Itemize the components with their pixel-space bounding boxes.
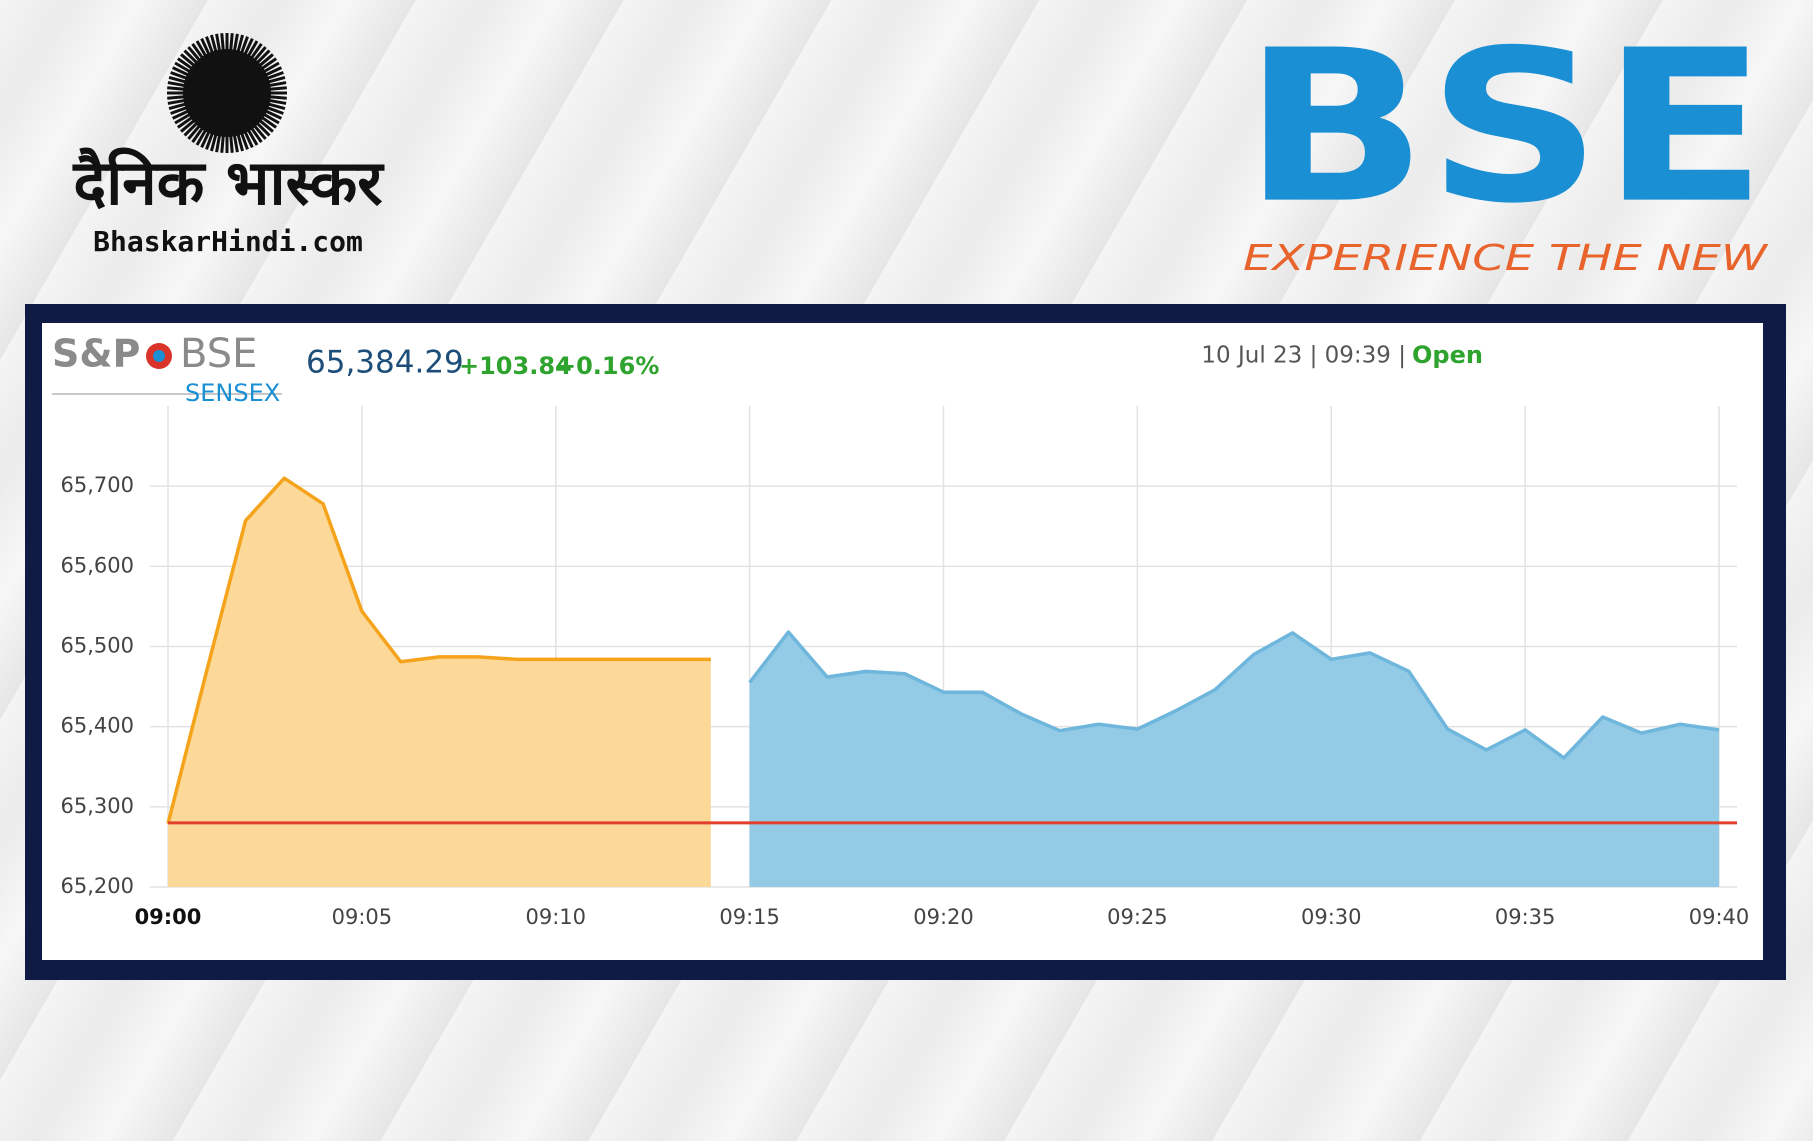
y-tick-label: 65,600	[61, 553, 134, 577]
x-tick-label: 09:00	[135, 905, 202, 929]
exchange: BSE	[180, 331, 257, 377]
change: +103.84	[459, 352, 572, 380]
plot: 65,200 65,300 65,400 65,500 65,600 65,700 09:0…	[61, 406, 1750, 929]
x-tick-label: 09:15	[719, 905, 780, 929]
sun-icon	[167, 33, 287, 153]
x-tick-label: 09:05	[332, 905, 393, 929]
x-tick-label: 09:40	[1689, 905, 1750, 929]
brand-hindi: दैनिक भास्कर	[72, 146, 385, 219]
provider-mark-inner	[153, 350, 165, 362]
x-tick-label: 09:25	[1107, 905, 1168, 929]
area-line	[748, 630, 1720, 760]
x-tick-label: 09:10	[525, 905, 586, 929]
bhaskar-logo: दैनिक भास्कर BhaskarHindi.com	[72, 33, 385, 258]
y-tick-label: 65,500	[61, 634, 134, 658]
y-tick-label: 65,200	[61, 874, 134, 898]
y-tick-label: 65,400	[61, 714, 134, 738]
tagline: EXPERIENCE THE NEW	[1243, 238, 1769, 279]
timestamp: 10 Jul 23 | 09:39 |	[1201, 343, 1406, 369]
change-pct: +0.16%	[556, 352, 659, 380]
provider: S&P	[52, 332, 140, 376]
y-tick-label: 65,300	[61, 794, 134, 818]
area-fill	[168, 478, 711, 887]
sun-disc	[183, 49, 271, 137]
last-value: 65,384.29	[306, 345, 464, 381]
y-tick-label: 65,700	[61, 473, 134, 497]
bse-logo: BSE	[1243, 5, 1767, 250]
market-status: Open	[1412, 341, 1483, 369]
x-tick-label: 09:30	[1301, 905, 1362, 929]
area-line	[166, 476, 711, 825]
x-tick-label: 09:35	[1495, 905, 1556, 929]
brand-site: BhaskarHindi.com	[93, 225, 363, 258]
index-name: SENSEX	[185, 379, 280, 407]
x-tick-label: 09:20	[913, 905, 974, 929]
